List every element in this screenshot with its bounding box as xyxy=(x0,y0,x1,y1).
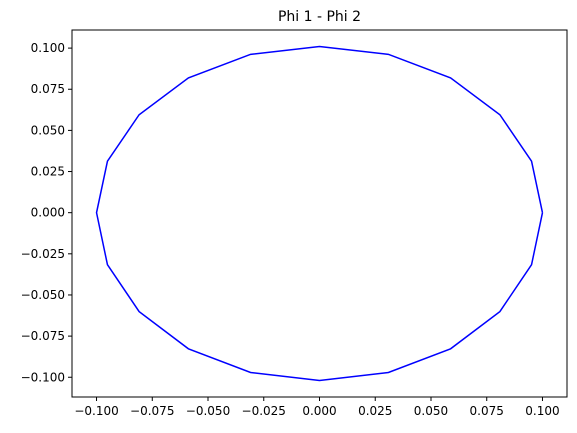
x-tick-label: −0.100 xyxy=(74,404,118,418)
y-tick-label: 0.050 xyxy=(31,123,65,137)
y-axis: 0.100 0.075 0.050 0.025 0.000 −0.025 −0.050 −0.… xyxy=(21,41,72,384)
x-tick-label: −0.075 xyxy=(130,404,174,418)
x-tick-label: 0.075 xyxy=(470,404,504,418)
chart-title: Phi 1 - Phi 2 xyxy=(278,9,361,25)
x-axis: −0.100 −0.075 −0.050 −0.025 0.000 0.025 0.050 0… xyxy=(74,397,560,418)
series-line-0 xyxy=(95,45,544,382)
y-tick-label: 0.100 xyxy=(31,41,65,55)
y-tick-label: 0.000 xyxy=(31,206,65,220)
plot-area xyxy=(95,45,544,382)
x-tick-label: 0.050 xyxy=(414,404,448,418)
x-tick-label: 0.025 xyxy=(358,404,392,418)
plot-frame xyxy=(71,29,568,398)
y-tick-label: −0.100 xyxy=(21,370,65,384)
y-tick-label: −0.075 xyxy=(21,329,65,343)
x-tick-label: 0.000 xyxy=(302,404,336,418)
y-tick-label: 0.075 xyxy=(31,82,65,96)
y-tick-label: −0.050 xyxy=(21,288,65,302)
y-tick-label: 0.025 xyxy=(31,165,65,179)
x-tick-label: −0.050 xyxy=(186,404,230,418)
x-tick-label: 0.100 xyxy=(525,404,559,418)
y-tick-label: −0.025 xyxy=(21,247,65,261)
x-tick-label: −0.025 xyxy=(242,404,286,418)
